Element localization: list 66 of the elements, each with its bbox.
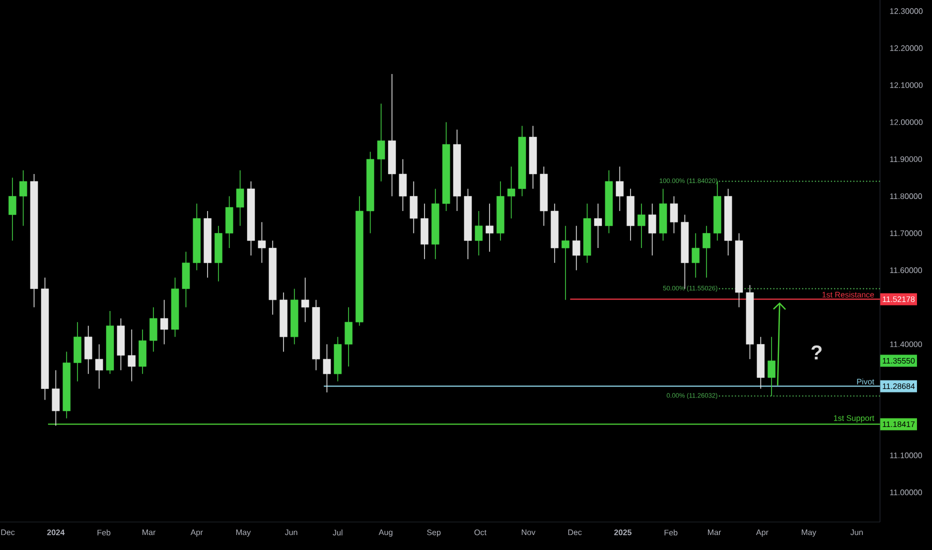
y-tick-label: 11.40000: [890, 341, 922, 348]
candlestick: [258, 222, 266, 264]
y-tick-label: 12.20000: [890, 45, 923, 51]
x-tick-label: Jun: [850, 530, 863, 536]
x-tick-label: Feb: [664, 530, 678, 536]
candlestick: [301, 277, 310, 322]
candlestick: [670, 196, 678, 234]
data-label: 11.52178: [882, 296, 915, 302]
x-tick-label: Nov: [522, 530, 536, 536]
candlestick: [160, 299, 168, 345]
candlestick: [19, 170, 28, 226]
y-tick-label: 11.90000: [890, 156, 922, 162]
candlestick: [638, 203, 646, 248]
y-tick-label: 11.70000: [890, 230, 922, 236]
y-tick-label: 12.30000: [890, 8, 923, 14]
candlestick: [398, 158, 407, 212]
x-tick-label: Sep: [427, 530, 441, 537]
y-tick-label: 12.00000: [890, 119, 923, 126]
candlestick: [52, 370, 60, 426]
x-tick-label: Jun: [284, 530, 298, 536]
candlestick: [562, 225, 570, 300]
candlestick: [150, 306, 158, 352]
candlestick: [128, 329, 136, 382]
candlestick: [323, 344, 331, 393]
x-tick-label: Oct: [474, 530, 486, 536]
x-tick-label: 2024: [47, 530, 65, 536]
candlestick: [692, 232, 700, 278]
candlestick: [486, 203, 494, 252]
candlestick: [702, 225, 710, 278]
legend-label: 1st Resistance: [822, 292, 874, 298]
candlestick: [594, 203, 602, 248]
candlestick: [572, 225, 580, 271]
y-tick-label: 11.80000: [890, 193, 922, 200]
candlestick: [8, 177, 16, 242]
x-tick-label: Dec: [1, 530, 15, 536]
legend-label: 1st Support: [834, 415, 874, 423]
y-tick-label: 12.10000: [890, 82, 923, 88]
x-tick-label: Mar: [142, 530, 156, 536]
x-tick-label: 2025: [614, 530, 632, 536]
x-tick-label: Apr: [756, 530, 768, 537]
candlestick: [410, 181, 418, 234]
candlestick: [95, 344, 104, 390]
candlestick: [616, 166, 624, 212]
data-label: 11.18417: [882, 421, 915, 428]
x-tick-label: May: [802, 530, 816, 537]
x-tick-label: Aug: [378, 530, 392, 537]
x-tick-label: Feb: [98, 530, 110, 536]
x-tick-label: Dec: [568, 530, 582, 536]
y-tick-label: 11.10000: [890, 452, 922, 458]
y-tick-label: 11.60000: [890, 267, 922, 274]
legend-label: Pivot: [857, 378, 874, 384]
annotation: ?: [811, 345, 822, 360]
candlestick: [344, 306, 352, 367]
text: 11.35550: [882, 358, 915, 364]
candlestick: [236, 170, 244, 226]
candlestick: [377, 103, 385, 182]
candlestick: [84, 325, 92, 374]
x-tick-label: May: [236, 530, 251, 537]
candlestick: [648, 203, 656, 256]
y-tick-label: 11.00000: [890, 490, 922, 496]
x-tick-label: Jul: [332, 530, 342, 536]
x-tick-label: Mar: [708, 530, 721, 536]
data-label: 11.28684: [882, 383, 915, 390]
x-tick-label: Apr: [190, 530, 203, 537]
candlestick: [474, 210, 483, 256]
candlestick: [507, 166, 516, 219]
